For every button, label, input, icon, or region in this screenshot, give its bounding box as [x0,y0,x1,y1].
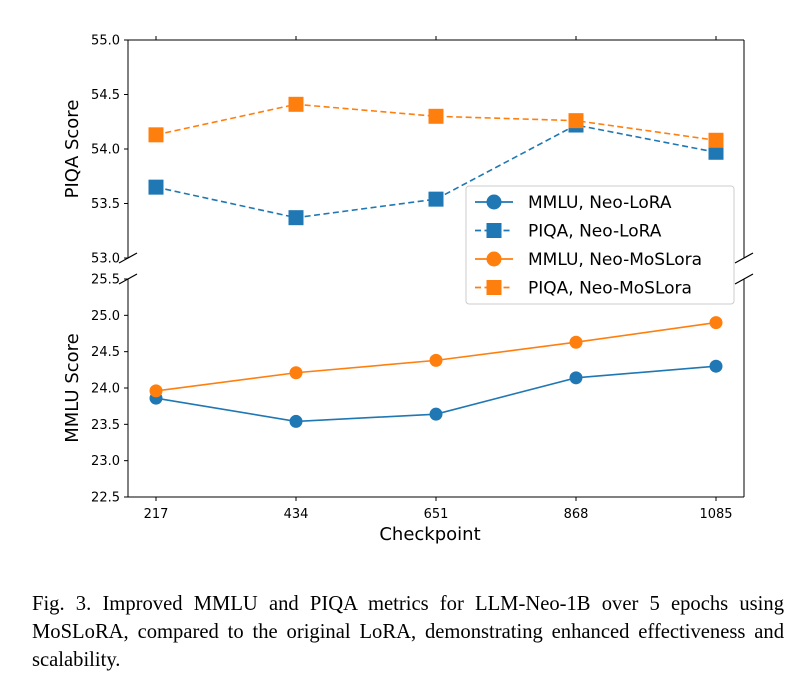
data-point [709,316,723,330]
legend-marker [486,251,502,267]
series-mmlu-neo-lora [149,359,723,428]
series-line [155,103,717,142]
legend-label: MMLU, Neo-LoRA [528,193,672,213]
x-tick-label: 434 [284,507,309,522]
legend-entry: PIQA, Neo-MoSLora [475,279,692,299]
data-point [429,353,443,367]
data-point [289,366,303,380]
y-axis-label: PIQA Score [62,100,83,199]
legend: MMLU, Neo-LoRA PIQA, Neo-LoRA MMLU, Neo-Mo… [465,185,735,305]
legend-label: PIQA, Neo-LoRA [528,222,662,242]
data-point [428,108,444,124]
data-point [149,384,163,398]
legend-entry: MMLU, Neo-LoRA [475,193,672,213]
y-tick-label: 25.5 [91,273,120,288]
legend-label: MMLU, Neo-MoSLora [528,250,702,270]
data-point [288,210,304,226]
y-tick-label: 53.5 [91,197,120,212]
x-axis-label: Checkpoint [379,524,480,545]
legend-label: PIQA, Neo-MoSLora [528,279,692,299]
y-tick-label: 24.0 [91,382,120,397]
legend-entry: MMLU, Neo-MoSLora [475,250,702,270]
series-piqa-neo-lora [148,117,724,226]
y-tick-label: 23.0 [91,454,120,469]
data-point [708,144,724,160]
legend-marker [486,280,502,295]
data-point [708,132,724,148]
panel-top: 53.0 53.5 54.0 54.5 55.0 PIQA Score [62,34,745,267]
series-mmlu-neo-moslora [149,316,723,398]
y-tick-label: 53.0 [91,252,120,267]
x-tick-label: 217 [144,507,169,522]
data-point [428,191,444,207]
legend-marker [486,223,502,238]
axis-break-mark [118,252,138,264]
x-tick-label: 1085 [699,507,732,522]
data-point [148,127,164,143]
data-point [709,359,723,373]
y-tick-label: 23.5 [91,418,120,433]
y-tick-label: 54.5 [91,88,120,103]
y-tick-label: 55.0 [91,34,120,49]
data-point [148,179,164,195]
y-tick-label: 25.0 [91,309,120,324]
data-point [569,335,583,349]
panel-bottom: 22.5 23.0 23.5 24.0 24.5 25.0 25.5 MMLU Score 21… [62,273,745,522]
chart: 53.0 53.5 54.0 54.5 55.0 PIQA Score 22.5 23.0 23… [62,34,754,545]
data-point [568,113,584,129]
data-point [429,407,443,421]
data-point [288,96,304,112]
axis-break-mark [118,273,138,285]
legend-entry: PIQA, Neo-LoRA [475,222,662,242]
figure-caption: Fig. 3. Improved MMLU and PIQA metrics f… [32,593,784,671]
legend-marker [486,194,502,210]
series-piqa-neo-moslora [148,96,724,148]
y-tick-label: 22.5 [91,491,120,506]
y-tick-label: 24.5 [91,345,120,360]
data-point [569,371,583,385]
data-point [289,414,303,428]
y-tick-label: 54.0 [91,143,120,158]
axis-break-mark [734,252,754,264]
x-tick-label: 651 [424,507,449,522]
axis-break-mark [734,273,754,285]
y-axis-label: MMLU Score [62,333,83,443]
x-tick-label: 868 [564,507,589,522]
series-line [155,124,717,219]
legend-box [465,185,735,305]
